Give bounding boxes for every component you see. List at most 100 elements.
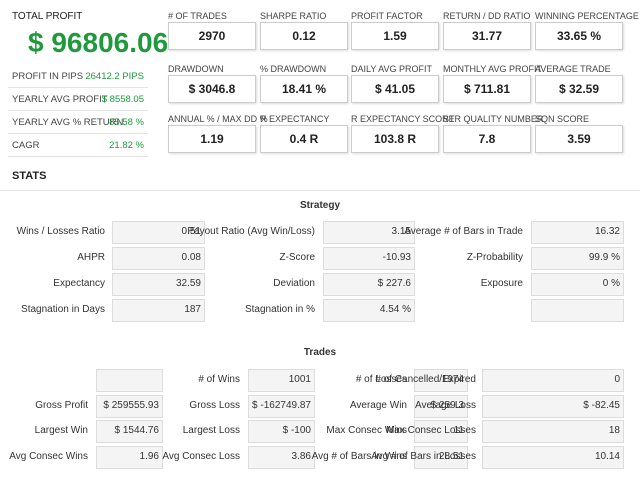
stat-value: 4.54 % [379,304,411,315]
summary-value: $ 8558.05 [101,94,144,105]
card-value: $ 711.81 [443,75,531,103]
stat-box [531,221,624,244]
stat-label: Wins / Losses Ratio [16,226,105,237]
stat-box [248,420,315,443]
stat-label: Largest Loss [182,425,240,436]
stat-label: Avg Consec Wins [9,450,88,462]
stat-value: 1001 [288,374,311,385]
summary-value: 21.82 % [109,140,144,151]
stat-box [414,369,468,392]
card-label: # OF TRADES [168,11,227,21]
stat-box [248,394,315,418]
card-value: 1.59 [351,22,439,50]
stat-label: Avg # of Bars in Wins [311,450,407,462]
stat-label: AHPR [77,252,105,263]
stat-value: 0 [614,374,620,385]
stat-value: 99.9 % [588,252,620,263]
stat-label: # of Wins [198,374,240,385]
stat-value: 18 [608,425,620,436]
stats-title: STATS [12,170,47,182]
stat-value: 0.08 [181,252,201,263]
stat-value: 0.51 [181,226,201,237]
card-label: DAILY AVG PROFIT [351,64,433,74]
summary-rule [8,156,148,157]
stat-label: # of Cancelled/Expired [375,374,476,385]
stat-label: Average Loss [415,399,476,411]
stat-box [482,369,624,392]
card-label: STR QUALITY NUMBER [443,114,544,124]
stat-label: # of Losses [355,374,407,385]
stat-label: Exposure [480,278,523,289]
stat-value: 0 % [602,278,620,289]
card-label: RETURN / DD RATIO [443,11,531,21]
stat-box [96,394,163,418]
stat-value: 10.14 [594,450,620,462]
stat-box [248,445,315,469]
card-value: 3.59 [535,125,623,153]
card-value: 103.8 R [351,125,439,153]
card-value: 7.8 [443,125,531,153]
card-value: 0.12 [260,22,348,50]
card-label: MONTHLY AVG PROFIT [443,64,543,74]
card-label: AVERAGE TRADE [535,64,611,74]
stat-box [482,394,624,418]
card-label: % DRAWDOWN [260,64,327,74]
card-value: 31.77 [443,22,531,50]
stat-box [112,273,205,296]
stat-label: Gross Profit [35,399,88,411]
stat-label: Avg # of Bars in Losses [371,450,476,462]
stat-label: Max Consec Losses [385,425,476,436]
card-value: 18.41 % [260,75,348,103]
stat-label: Average # of Bars in Trade [404,226,523,237]
card-label: PROFIT FACTOR [351,11,423,21]
summary-value: 26412.2 PIPS [85,71,144,82]
summary-rule [8,133,148,134]
stat-value: $ -162749.87 [252,399,311,411]
stat-label: Stagnation in % [244,304,315,315]
stat-value: $ 259555.93 [103,399,159,411]
stat-box [112,299,205,322]
stat-box [323,221,415,244]
stat-box [482,420,624,443]
stat-box [414,420,468,443]
stat-box [112,221,205,244]
stat-value: 16.32 [594,226,620,237]
summary-label: CAGR [12,140,40,151]
stat-label: Deviation [273,278,315,289]
stat-box [323,299,415,322]
stat-box [323,273,415,296]
summary-label: YEARLY AVG % RETURN [12,117,124,128]
stat-value: $ -82.45 [583,399,620,411]
stat-box [96,445,163,469]
stat-label: Payout Ratio (Avg Win/Loss) [187,226,315,237]
stat-label: Avg Consec Loss [162,450,240,462]
total-profit: $ 96806.06 [28,27,169,58]
card-label: ANNUAL % / MAX DD % [168,114,268,124]
card-value: 33.65 % [535,22,623,50]
stat-label: Z-Probability [466,252,523,263]
stats-rule [0,190,640,191]
card-value: $ 3046.8 [168,75,256,103]
stat-box [248,369,315,392]
stat-value: 3.86 [291,450,311,462]
stat-label: Expectancy [53,278,105,289]
stat-label: Largest Win [34,425,88,436]
stat-value: $ 1544.76 [114,425,160,436]
card-value: $ 41.05 [351,75,439,103]
summary-label: YEARLY AVG PROFIT [12,94,108,105]
card-label: R EXPECTANCY SCORE [351,114,455,124]
stat-box [531,273,624,296]
stat-label: Stagnation in Days [21,304,105,315]
stat-box [531,247,624,270]
card-value: 1.19 [168,125,256,153]
strategy-title: Strategy [299,200,340,211]
stat-value: 3.15 [391,226,411,237]
summary-rule [8,87,148,88]
card-value: 2970 [168,22,256,50]
stat-label: Z-Score [279,252,315,263]
total-title: TOTAL PROFIT [12,11,83,22]
stat-box [531,299,624,322]
stat-label: Max Consec Wins [326,425,407,436]
card-label: R EXPECTANCY [260,114,330,124]
